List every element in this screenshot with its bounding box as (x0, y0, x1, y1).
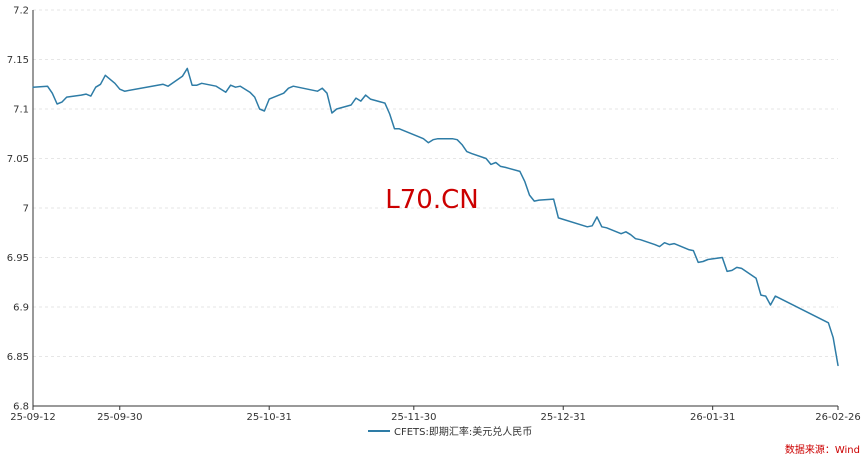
y-tick-label: 7.2 (13, 6, 29, 17)
x-tick-label: 25-12-31 (541, 412, 586, 423)
y-tick-label: 6.9 (13, 303, 29, 314)
y-tick-label: 6.8 (13, 402, 29, 413)
x-tick-label: 26-01-31 (690, 412, 735, 423)
x-tick-label: 25-09-30 (97, 412, 142, 423)
legend[interactable]: CFETS:即期汇率:美元兑人民币 (368, 425, 532, 438)
source-label: 数据来源：Wind (785, 443, 860, 456)
y-tick-label: 7.15 (7, 55, 29, 66)
x-tick-label: 25-11-30 (391, 412, 436, 423)
y-axis: 7.2 7.15 7.1 7.05 7 6.95 6.9 6.85 6.8 (7, 6, 34, 413)
watermark-text: L70.CN (385, 185, 478, 215)
y-tick-label: 7 (23, 204, 29, 215)
x-tick-label: 25-10-31 (247, 412, 292, 423)
series-layer (32, 67, 839, 367)
x-tick-label: 26-02-26 (815, 412, 860, 423)
y-tick-label: 6.95 (7, 253, 29, 264)
y-tick-label: 6.85 (7, 352, 29, 363)
series-line (32, 67, 839, 367)
y-tick-label: 7.05 (7, 154, 29, 165)
grid-lines (33, 9, 838, 357)
legend-label: CFETS:即期汇率:美元兑人民币 (394, 425, 532, 438)
y-tick-label: 7.1 (13, 105, 29, 116)
x-axis: 25-09-12 25-09-30 25-10-31 25-11-30 25-12-31… (10, 405, 861, 423)
x-tick-label: 25-09-12 (10, 412, 55, 423)
